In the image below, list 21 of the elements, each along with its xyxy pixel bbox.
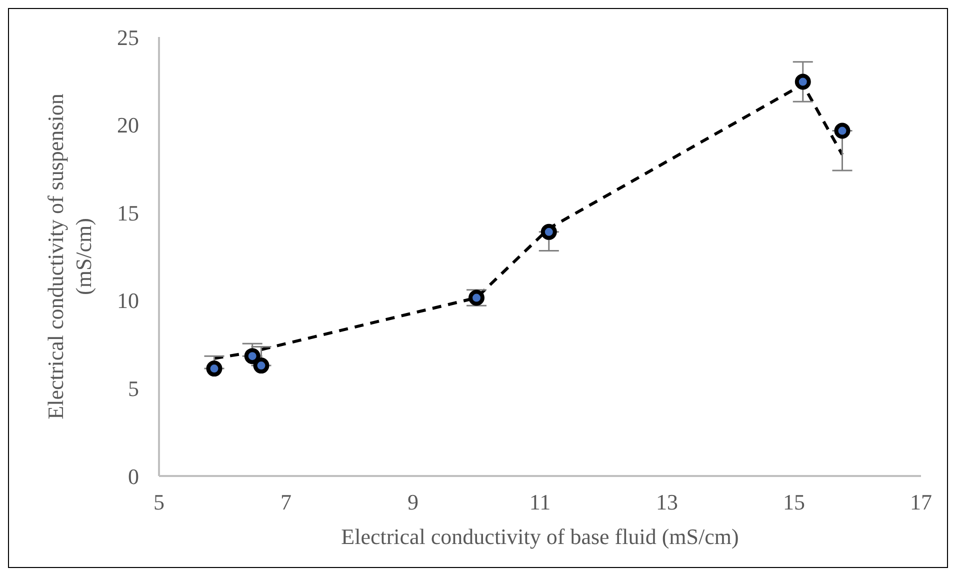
point: [206, 360, 222, 377]
point: [540, 224, 557, 240]
x-axis-title: Electrical conductivity of base fluid (mS/cm): [341, 524, 739, 549]
point: [253, 358, 270, 374]
x-tick-label: 9: [408, 490, 418, 515]
point: [794, 74, 811, 90]
y-tick-label: 20: [117, 112, 139, 138]
x-tick-label: 5: [154, 490, 164, 515]
y-tick-label: 10: [117, 288, 139, 314]
y-tick-label: 0: [128, 464, 139, 489]
x-tick-label: 11: [529, 490, 551, 515]
y-tick-label: 25: [117, 24, 139, 50]
y-axis-title: Electrical conductivity of suspension (mS/cm): [43, 94, 96, 420]
point: [468, 290, 484, 306]
x-tick-label: 13: [656, 490, 678, 515]
x-tick-label: 7: [280, 490, 292, 515]
x-tick-label: 15: [783, 490, 805, 515]
x-tick-label: 17: [910, 490, 932, 515]
y-tick-label: 5: [128, 376, 139, 402]
y-tick-label: 15: [117, 200, 139, 226]
point: [834, 122, 850, 139]
